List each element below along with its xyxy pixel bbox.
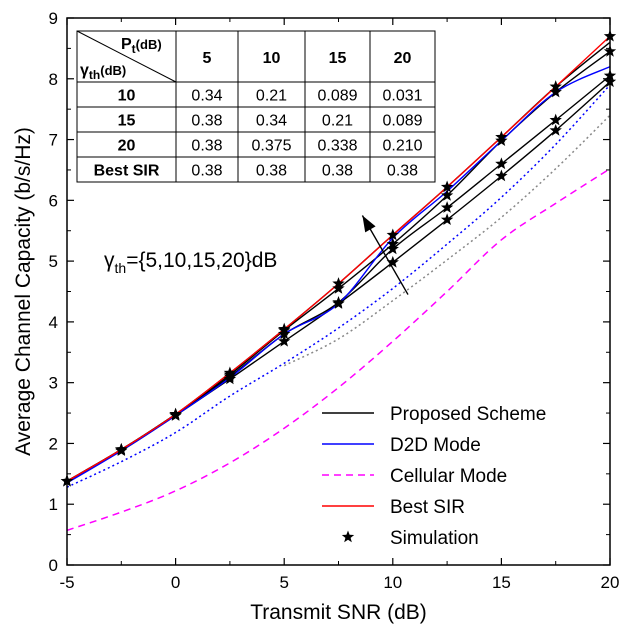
series-line-cellular-mode [66, 168, 611, 532]
y-axis-ticks: 0 1 2 3 4 5 6 7 8 9 [49, 9, 610, 575]
table-cell: 0.21 [256, 88, 287, 105]
legend-label: Cellular Mode [390, 466, 507, 487]
gamma-annotation: γth={5,10,15,20}dB [104, 215, 409, 295]
y-tick-label: 7 [49, 131, 58, 150]
table-column-header: 5 [203, 50, 212, 67]
table-cell: 0.38 [322, 163, 353, 180]
x-tick-label: 15 [492, 573, 511, 592]
simulation-star [495, 134, 508, 147]
y-tick-label: 3 [49, 374, 58, 393]
simulation-star [549, 123, 562, 136]
table-cell: 0.34 [256, 113, 287, 130]
table-corner-bottom-sub: th [89, 68, 100, 82]
y-tick-label: 2 [49, 434, 58, 453]
legend: Proposed Scheme D2D Mode Cellular Mode Best… [322, 404, 546, 549]
x-tick-label: 0 [171, 573, 180, 592]
legend-label: Proposed Scheme [390, 404, 546, 425]
y-tick-label: 6 [49, 191, 58, 210]
table-column-header: 15 [329, 50, 347, 67]
x-tick-label: 5 [279, 573, 288, 592]
simulation-star [495, 169, 508, 182]
y-tick-label: 4 [49, 313, 58, 332]
table-cell: 0.38 [191, 163, 222, 180]
table-cell: 0.21 [322, 113, 353, 130]
annotation-gamma: γ [104, 249, 115, 272]
simulation-star [169, 408, 182, 421]
simulation-star [549, 85, 562, 98]
table-cell: 0.089 [317, 88, 357, 105]
table-cell: 0.210 [382, 138, 422, 155]
series-line-aux [283, 114, 611, 367]
y-tick-label: 0 [49, 556, 58, 575]
legend-label: D2D Mode [390, 435, 481, 456]
table-cell: 0.089 [382, 113, 422, 130]
table-corner-top-unit: (dB) [136, 37, 162, 52]
table-column-header: 20 [394, 50, 412, 67]
simulation-star [549, 113, 562, 126]
y-axis-label: Average Channel Capacity (b/s/Hz) [12, 127, 35, 456]
y-tick-label: 8 [49, 70, 58, 89]
table-row-label: Best SIR [94, 163, 160, 180]
x-tick-label: -5 [59, 573, 74, 592]
simulation-star [386, 228, 399, 241]
table-cell: 0.34 [191, 88, 222, 105]
simulation-star [440, 180, 454, 193]
table-corner-top: Pt(dB) [121, 36, 162, 56]
simulation-star [223, 372, 237, 385]
x-axis-label: Transmit SNR (dB) [250, 601, 427, 624]
x-axis-ticks: -5 0 5 10 15 20 [59, 18, 619, 592]
table-cell: 0.338 [317, 138, 357, 155]
x-tick-label: 10 [383, 573, 402, 592]
annotation-values: ={5,10,15,20}dB [126, 249, 277, 272]
annotation-text: γth={5,10,15,20}dB [104, 249, 277, 276]
simulation-star [495, 157, 508, 170]
simulation-star [440, 213, 454, 226]
table-corner-diagonal [76, 30, 177, 83]
table-corner-top-sub: t [132, 42, 136, 56]
simulation-star [332, 281, 345, 294]
series-line-aux [66, 84, 611, 488]
simulation-star [386, 242, 399, 255]
y-tick-label: 9 [49, 9, 58, 28]
simulation-star [278, 327, 291, 340]
table-cell: 0.38 [387, 163, 418, 180]
x-tick-label: 20 [601, 573, 620, 592]
table-row-label: 10 [118, 88, 136, 105]
legend-marker-star [341, 530, 355, 543]
table-cell: 0.38 [191, 138, 222, 155]
simulation-star [115, 444, 128, 456]
simulation-star [440, 188, 454, 201]
simulation-star [386, 255, 399, 268]
table-row-label: 15 [118, 113, 136, 130]
table-cell: 0.031 [382, 88, 422, 105]
y-tick-label: 1 [49, 495, 58, 514]
simulation-star [440, 201, 454, 213]
table-corner-top-main: P [121, 36, 132, 53]
table-corner-bottom-main: γ [80, 62, 89, 79]
table-column-header: 10 [263, 50, 281, 67]
legend-label: Simulation [390, 528, 479, 549]
simulation-star [278, 334, 291, 347]
table-row-label: 20 [118, 138, 136, 155]
table-cell: 0.38 [256, 163, 287, 180]
annotation-arrow-head [362, 215, 376, 233]
y-tick-label: 5 [49, 252, 58, 271]
table-corner-bottom-unit: (dB) [100, 63, 126, 78]
table-corner-bottom: γth(dB) [80, 62, 126, 82]
legend-label: Best SIR [390, 497, 465, 518]
table-cell: 0.375 [251, 138, 291, 155]
table-cell: 0.38 [191, 113, 222, 130]
simulation-star [332, 297, 345, 309]
annotation-subscript: th [115, 260, 127, 276]
